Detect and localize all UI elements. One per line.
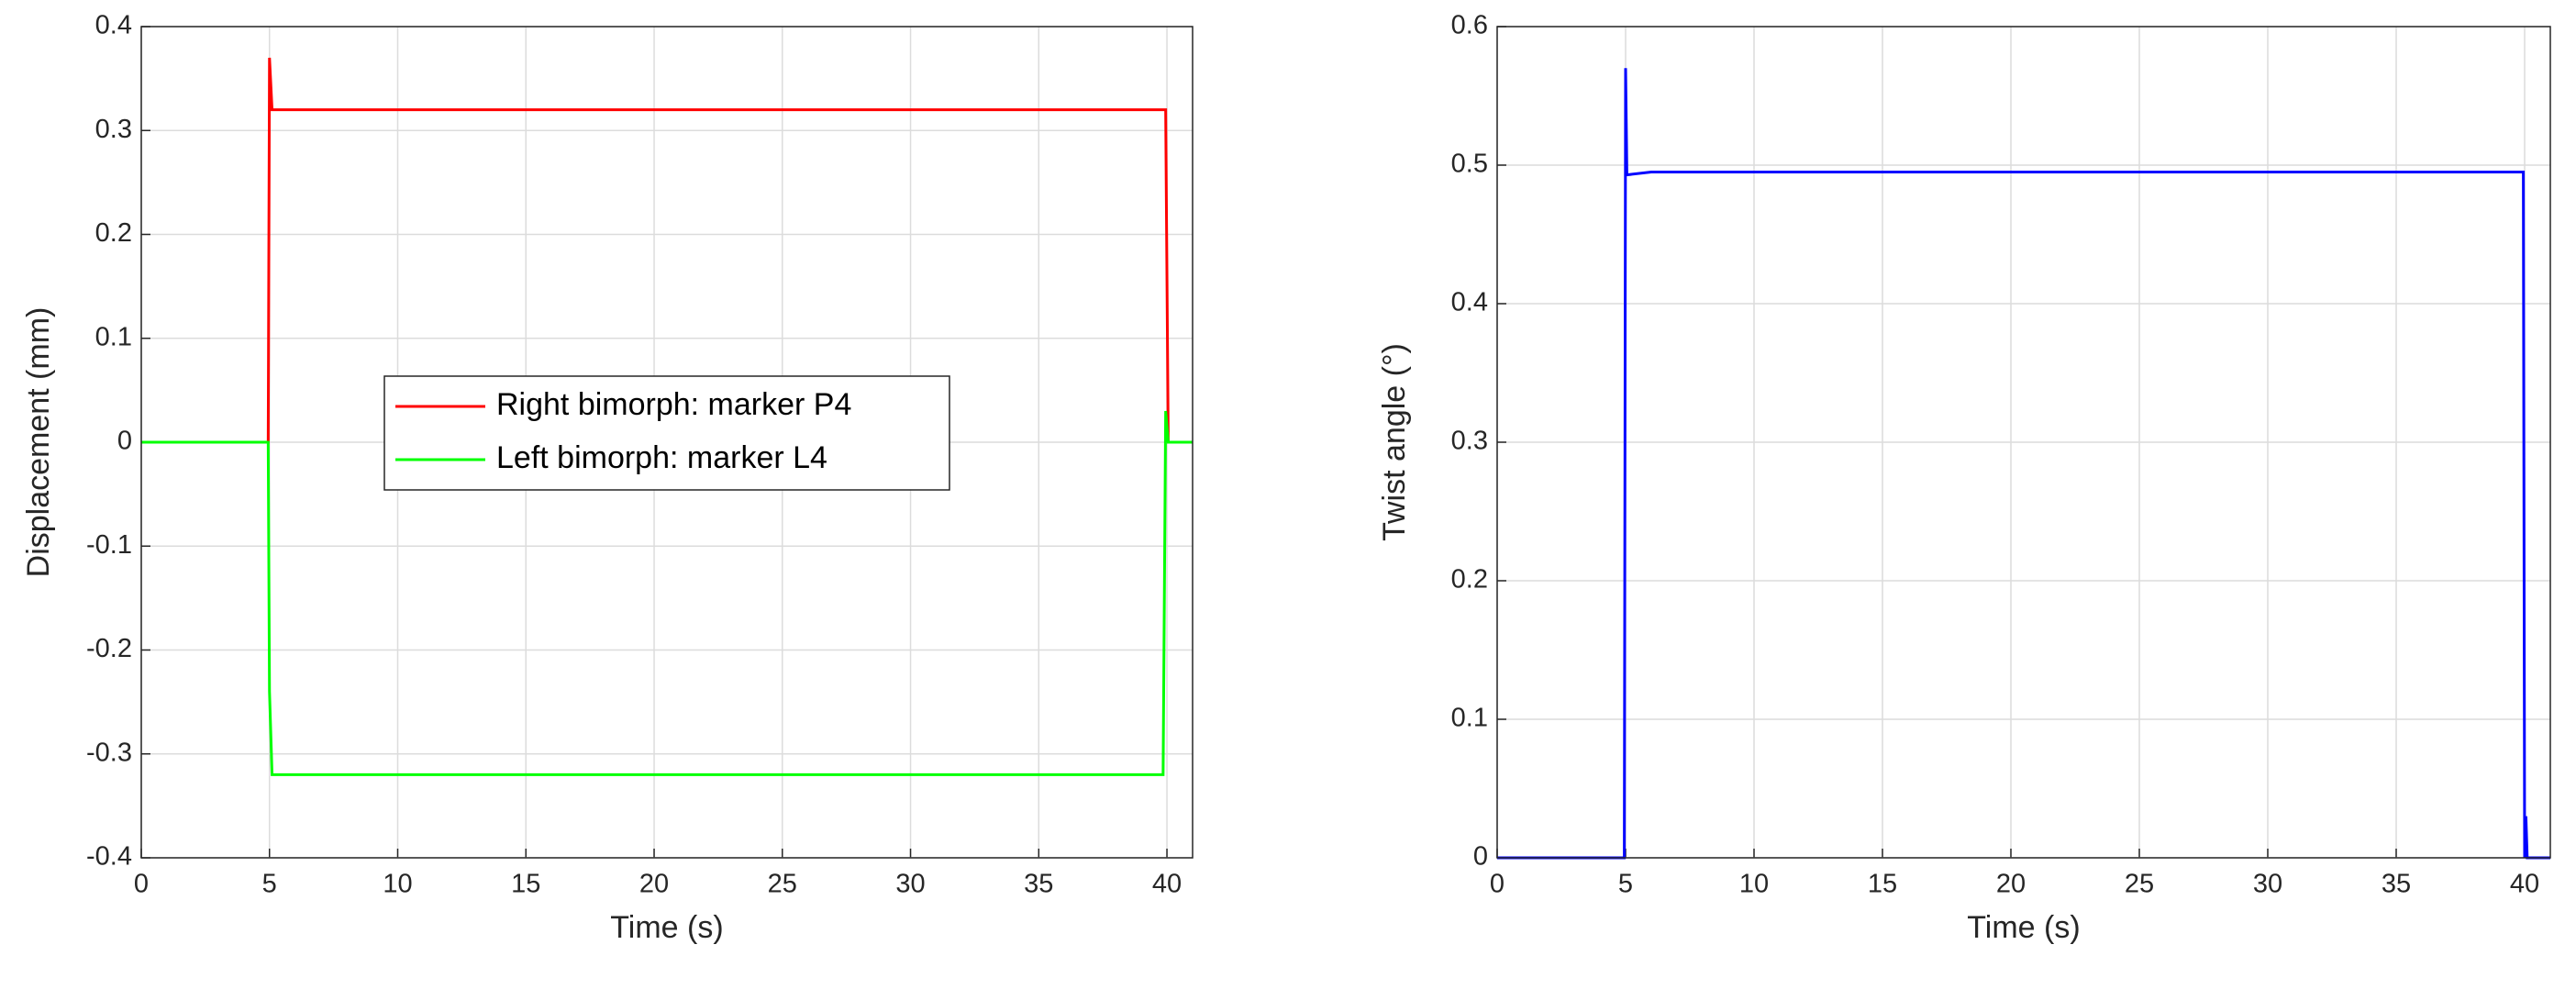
y-tick-label: 0	[117, 427, 132, 456]
y-axis-label: Twist angle (°)	[1377, 343, 1412, 541]
x-tick-label: 30	[895, 870, 925, 899]
x-tick-label: 0	[1490, 870, 1505, 899]
x-axis-label: Time (s)	[610, 910, 723, 945]
y-tick-label: 0.2	[95, 218, 132, 248]
x-axis-label: Time (s)	[1967, 910, 2080, 945]
x-tick-label: 0	[134, 870, 149, 899]
y-tick-label: 0.2	[1451, 565, 1488, 595]
data-line	[141, 57, 1193, 444]
data-line	[1497, 68, 2550, 860]
y-tick-label: 0.3	[95, 115, 132, 144]
y-tick-label: 0.4	[95, 11, 132, 40]
axes-box	[140, 26, 1194, 859]
x-tick-label: 15	[1868, 870, 1897, 899]
y-axis-label: Displacement (mm)	[21, 307, 56, 578]
y-tick-label: 0.3	[1451, 427, 1488, 456]
y-tick-label: -0.4	[86, 842, 132, 872]
x-tick-label: 20	[1996, 870, 2026, 899]
y-tick-label: -0.1	[86, 530, 132, 560]
x-tick-label: 15	[511, 870, 540, 899]
legend-box	[383, 375, 950, 491]
y-tick-label: -0.2	[86, 634, 132, 663]
axes-box	[1496, 26, 2551, 859]
x-tick-label: 40	[2510, 870, 2539, 899]
legend-label: Right bimorph: marker P4	[496, 387, 851, 422]
y-tick-label: 0.4	[1451, 288, 1488, 317]
y-tick-label: 0.1	[1451, 704, 1488, 733]
x-tick-label: 25	[2125, 870, 2154, 899]
x-tick-label: 35	[1024, 870, 1053, 899]
x-tick-label: 10	[383, 870, 412, 899]
x-tick-label: 30	[2253, 870, 2282, 899]
x-tick-label: 10	[1739, 870, 1769, 899]
x-tick-label: 5	[262, 870, 277, 899]
x-tick-label: 40	[1152, 870, 1182, 899]
y-tick-label: 0	[1473, 842, 1488, 872]
y-tick-label: 0.5	[1451, 150, 1488, 179]
data-line	[141, 410, 1193, 776]
legend-label: Left bimorph: marker L4	[496, 440, 827, 475]
y-tick-label: 0.1	[95, 322, 132, 351]
y-tick-label: 0.6	[1451, 11, 1488, 40]
x-tick-label: 25	[768, 870, 797, 899]
x-tick-label: 35	[2382, 870, 2411, 899]
x-tick-label: 5	[1618, 870, 1633, 899]
x-tick-label: 20	[639, 870, 669, 899]
y-tick-label: -0.3	[86, 738, 132, 767]
